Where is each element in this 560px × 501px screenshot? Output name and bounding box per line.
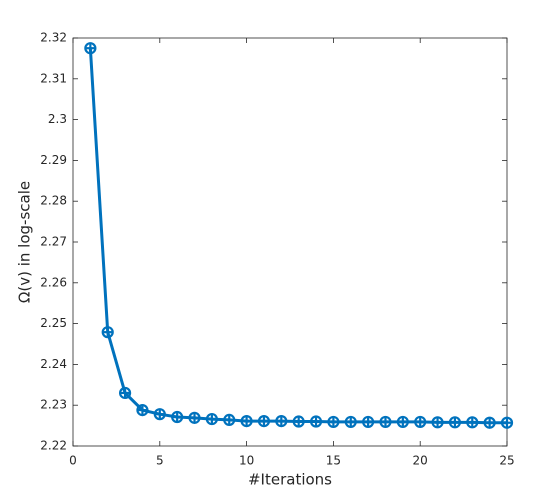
point-marker	[223, 413, 236, 426]
point-marker	[483, 416, 496, 429]
y-tick-label: 2.22	[40, 439, 67, 453]
y-tick-label: 2.25	[40, 316, 67, 330]
point-marker	[205, 412, 218, 426]
point-marker	[327, 415, 340, 429]
point-marker	[292, 415, 305, 428]
x-tick-label: 15	[326, 454, 341, 468]
y-tick-label: 2.28	[40, 194, 67, 208]
point-marker	[466, 416, 479, 429]
y-tick-label: 2.27	[40, 235, 67, 249]
point-marker	[309, 415, 323, 428]
point-marker	[396, 415, 409, 429]
y-tick-label: 2.29	[40, 153, 67, 167]
x-tick-label: 25	[499, 454, 514, 468]
x-axis-label: #Iterations	[248, 471, 332, 489]
point-marker	[275, 415, 288, 428]
point-marker	[153, 408, 166, 421]
y-tick-label: 2.3	[48, 112, 67, 126]
x-tick-label: 5	[156, 454, 164, 468]
point-marker	[500, 416, 514, 429]
y-axis-label: Ω(v) in log-scale	[16, 181, 34, 303]
point-marker	[257, 415, 271, 428]
point-marker	[362, 415, 375, 429]
y-tick-label: 2.32	[40, 31, 67, 45]
point-marker	[171, 410, 184, 424]
y-tick-label: 2.23	[40, 398, 67, 412]
point-marker	[188, 411, 201, 424]
x-tick-label: 10	[239, 454, 254, 468]
point-marker	[240, 415, 253, 428]
y-tick-label: 2.26	[40, 275, 67, 289]
point-marker	[118, 386, 132, 400]
point-marker	[84, 42, 97, 55]
point-marker	[414, 415, 427, 429]
point-marker	[379, 415, 392, 429]
x-tick-label: 0	[69, 454, 77, 468]
point-marker	[431, 416, 444, 429]
y-tick-label: 2.24	[40, 357, 67, 371]
point-marker	[136, 403, 149, 417]
point-marker	[101, 326, 114, 339]
point-marker	[344, 415, 357, 429]
point-marker	[448, 416, 462, 429]
y-tick-label: 2.31	[40, 71, 67, 85]
x-tick-label: 20	[413, 454, 428, 468]
